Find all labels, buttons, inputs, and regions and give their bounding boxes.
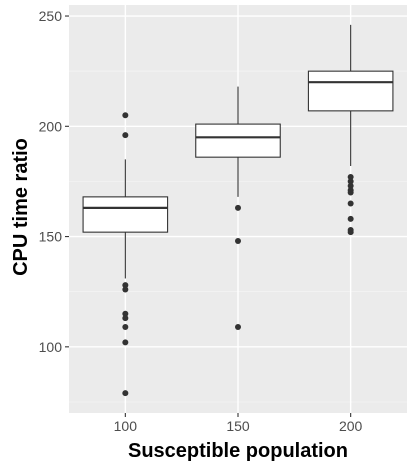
outlier-point [347, 229, 354, 236]
outlier-point [122, 132, 129, 139]
box-iqr [195, 123, 281, 158]
box-iqr [307, 70, 394, 112]
y-tick-label: 100 [39, 339, 63, 355]
outlier-point [122, 390, 129, 397]
outlier-point [122, 112, 129, 119]
outlier-point [347, 182, 354, 189]
y-tick-label: 200 [39, 118, 63, 134]
outlier-point [347, 200, 354, 207]
outlier-point [347, 215, 354, 222]
box-iqr [82, 196, 169, 233]
x-axis: 100 150 200 [114, 413, 363, 434]
outlier-point [235, 237, 241, 244]
x-tick-label: 100 [114, 418, 138, 434]
outlier-point [122, 282, 129, 289]
box-group-100 [82, 112, 169, 397]
y-axis: 100 150 200 250 [39, 8, 69, 355]
x-axis-title: Susceptible population [128, 440, 348, 462]
outlier-point [235, 204, 241, 211]
y-axis-title: CPU time ratio [10, 138, 32, 276]
y-tick-label: 150 [39, 229, 63, 245]
x-tick-label: 200 [339, 418, 363, 434]
outlier-point [122, 323, 129, 330]
outlier-point [122, 310, 129, 317]
x-tick-label: 150 [226, 418, 250, 434]
outlier-point [122, 286, 129, 293]
outlier-point [235, 323, 241, 330]
y-tick-label: 250 [39, 8, 63, 24]
box-group-150 [195, 86, 281, 330]
box-series [82, 24, 394, 397]
outlier-point [347, 174, 354, 181]
outlier-point [122, 315, 129, 322]
outlier-point [347, 189, 354, 196]
outlier-point [347, 178, 354, 185]
box-group-200 [307, 24, 394, 236]
outlier-point [122, 339, 129, 346]
